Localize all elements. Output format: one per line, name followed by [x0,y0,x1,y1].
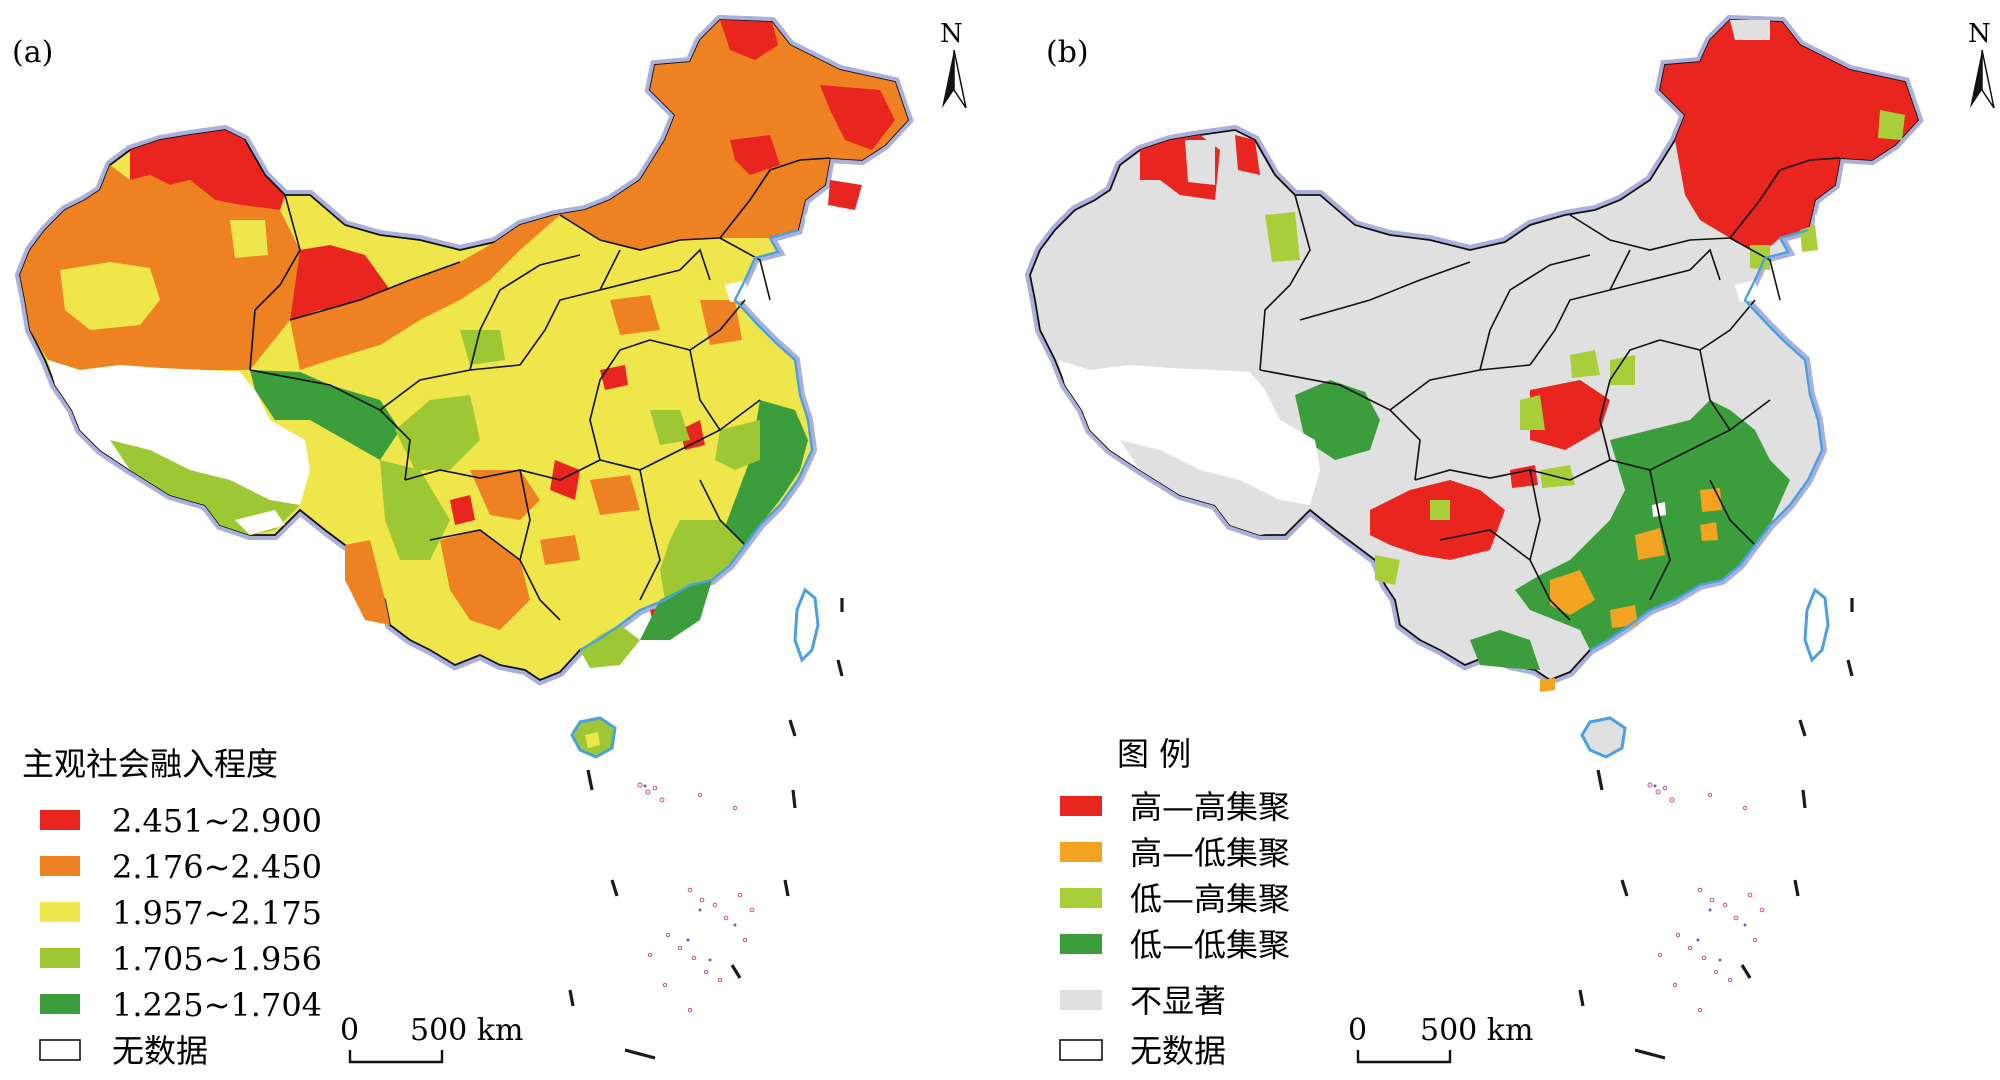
north-label: N [940,19,963,49]
legend-swatch [40,856,80,876]
legend-swatch [39,1039,81,1061]
legend-label: 无数据 [112,1032,208,1070]
legend-label: 1.225~1.704 [112,986,322,1024]
north-arrow: N [1968,19,1995,109]
legend-label: 2.176~2.450 [112,848,322,886]
north-label: N [1968,19,1991,49]
scale-bar: 0 500 km [1348,1013,1533,1064]
taiwan-island [1803,588,1830,662]
south-sea-islands [1647,782,1765,1013]
legend-label: 高—高集聚 [1130,788,1290,826]
taiwan-island [793,588,820,662]
legend-swatch [1059,1039,1103,1061]
coastline [1589,228,1824,652]
choropleth-regions [20,20,908,668]
scale-zero: 0 [1348,1013,1367,1048]
legend: 主观社会融入程度 2.451~2.900 2.176~2.450 1.957~2… [22,745,322,1070]
hainan-island [1580,716,1627,759]
legend-swatch [40,994,80,1014]
north-arrow: N [940,19,967,109]
nine-dash-line [1578,596,1854,1060]
legend-label: 高—低集聚 [1130,834,1290,872]
panel-label: (b) [1046,35,1089,70]
legend-swatch [1060,888,1102,908]
legend-label: 低—低集聚 [1130,926,1290,964]
legend-label: 无数据 [1130,1032,1226,1070]
legend-label: 低—高集聚 [1130,880,1290,918]
legend-swatch [1060,796,1102,816]
legend-label: 不显著 [1130,982,1226,1020]
panel-label: (a) [12,35,53,70]
scale-zero: 0 [340,1013,359,1048]
legend-swatch [1060,990,1102,1010]
legend-label: 2.451~2.900 [112,802,322,840]
legend-label: 1.957~2.175 [112,894,322,932]
panel-b: (b) N 图 例 高—高集聚 高—低集聚 低—高集聚 低—低集聚 不显著 无数… [1030,19,1995,1070]
legend-title: 主观社会融入程度 [22,745,278,783]
south-sea-islands [637,782,755,1013]
scale-distance: 500 km [410,1013,523,1048]
nine-dash-line [568,596,844,1060]
coastline [579,228,814,652]
legend-swatch [40,948,80,968]
legend-title: 图 例 [1117,735,1191,773]
legend-swatch [40,810,80,830]
scale-distance: 500 km [1420,1013,1533,1048]
legend-swatch [1060,842,1102,862]
panel-a: (a) N 主观社会融入程度 2.451~2.900 2.176~2.450 1… [12,19,967,1070]
legend-swatch [1060,934,1102,954]
legend-label: 1.705~1.956 [112,940,322,978]
scale-bar: 0 500 km [340,1013,523,1064]
legend: 图 例 高—高集聚 高—低集聚 低—高集聚 低—低集聚 不显著 无数据 [1059,735,1290,1070]
lisa-clusters [1058,20,1918,692]
legend-swatch [40,902,80,922]
